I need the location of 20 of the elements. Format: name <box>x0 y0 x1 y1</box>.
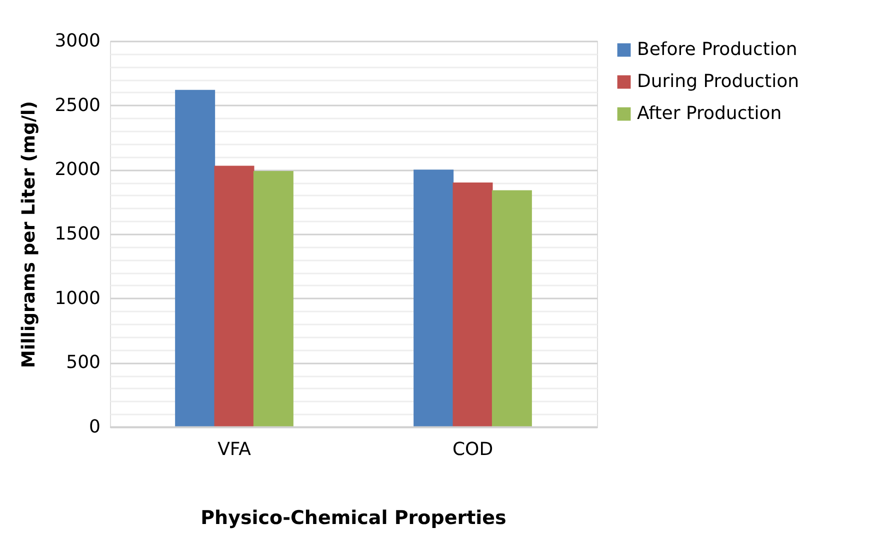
y-tick-label: 1000 <box>54 288 100 309</box>
legend-label: After Production <box>637 103 782 124</box>
y-tick-label: 500 <box>66 352 100 374</box>
bar <box>175 90 216 427</box>
x-axis-title: Physico-Chemical Properties <box>200 507 506 529</box>
y-tick-label: 2500 <box>54 94 100 116</box>
y-tick-label: 2000 <box>54 159 100 180</box>
x-tick-label: COD <box>452 439 494 460</box>
legend-label: During Production <box>637 71 799 92</box>
y-tick-label: 3000 <box>54 30 100 52</box>
y-axis-title: Milligrams per Liter (mg/l) <box>18 101 40 368</box>
bar <box>253 170 294 427</box>
bar <box>214 166 254 427</box>
y-tick-label: 1500 <box>54 224 100 244</box>
y-tick-label: 0 <box>89 416 100 438</box>
bar <box>492 190 532 427</box>
legend-label: Before Production <box>637 39 798 60</box>
bar <box>414 170 454 427</box>
x-tick-label: VFA <box>218 439 252 460</box>
bar <box>452 182 493 427</box>
